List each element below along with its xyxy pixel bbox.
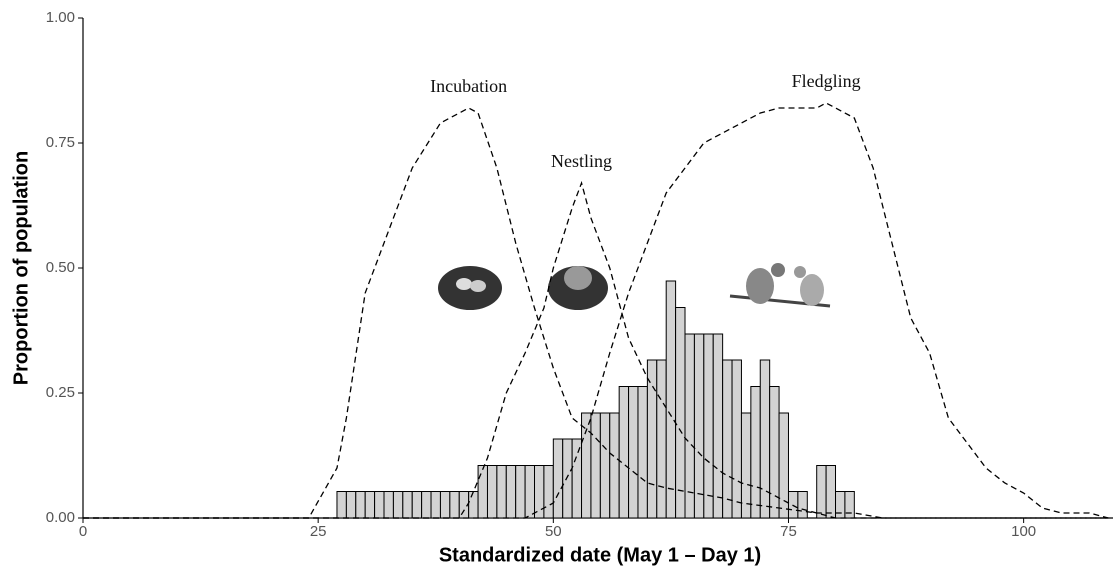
bar [676, 308, 685, 519]
bar [563, 439, 572, 518]
x-tick-label: 0 [79, 523, 87, 540]
x-tick-label: 50 [545, 523, 562, 540]
bar [440, 492, 449, 519]
bar [356, 492, 365, 519]
bar [544, 466, 553, 519]
bar [572, 439, 581, 518]
bar [506, 466, 515, 519]
y-tick-label: 0.75 [46, 134, 75, 151]
bar [375, 492, 384, 519]
nest-eggs-icon [438, 266, 502, 310]
bar [629, 387, 638, 519]
bar [469, 492, 478, 519]
bar [478, 466, 487, 519]
bar [657, 360, 666, 518]
bar [553, 439, 562, 518]
bar [600, 413, 609, 518]
y-tick-label: 0.50 [46, 259, 75, 276]
bar [346, 492, 355, 519]
bar [525, 466, 534, 519]
bar [393, 492, 402, 519]
bar [610, 413, 619, 518]
bar [412, 492, 421, 519]
bar [694, 334, 703, 518]
fledgling-birds-icon [730, 263, 830, 306]
bar [638, 387, 647, 519]
bar [751, 387, 760, 519]
nest-chicks-icon [548, 266, 608, 310]
bar [836, 492, 845, 519]
bar [365, 492, 374, 519]
bar [516, 466, 525, 519]
x-tick-label: 75 [780, 523, 797, 540]
x-tick-label: 100 [1011, 523, 1036, 540]
bar [647, 360, 656, 518]
x-tick-label: 25 [310, 523, 327, 540]
y-tick-label: 0.00 [46, 509, 75, 526]
bar [685, 334, 694, 518]
chart: Standardized date (May 1 – Day 1) Propor… [0, 0, 1116, 571]
bar [450, 492, 459, 519]
bar [788, 492, 797, 519]
y-axis-title: Proportion of population [10, 151, 32, 385]
bar [732, 360, 741, 518]
bar [337, 492, 346, 519]
bar [666, 281, 675, 518]
bar [826, 466, 835, 519]
bar [723, 360, 732, 518]
series-label: Fledgling [792, 71, 861, 91]
bar [591, 413, 600, 518]
y-tick-label: 0.25 [46, 384, 75, 401]
bar [384, 492, 393, 519]
bar [713, 334, 722, 518]
series-label: Nestling [551, 151, 612, 171]
bar [770, 387, 779, 519]
series-label: Incubation [430, 76, 507, 96]
bar [497, 466, 506, 519]
bar [845, 492, 854, 519]
bar [817, 466, 826, 519]
bar [704, 334, 713, 518]
y-tick-label: 1.00 [46, 9, 75, 26]
bar [431, 492, 440, 519]
x-axis-title: Standardized date (May 1 – Day 1) [439, 544, 761, 566]
bar [760, 360, 769, 518]
bar [619, 387, 628, 519]
bar [403, 492, 412, 519]
bar [741, 413, 750, 518]
bar [487, 466, 496, 519]
bar [798, 492, 807, 519]
bar [422, 492, 431, 519]
bar [535, 466, 544, 519]
